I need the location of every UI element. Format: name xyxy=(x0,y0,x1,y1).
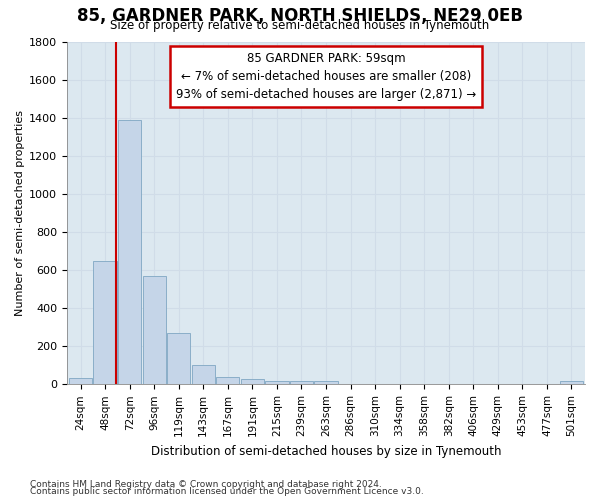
X-axis label: Distribution of semi-detached houses by size in Tynemouth: Distribution of semi-detached houses by … xyxy=(151,444,501,458)
Bar xyxy=(314,380,338,384)
Text: 85, GARDNER PARK, NORTH SHIELDS, NE29 0EB: 85, GARDNER PARK, NORTH SHIELDS, NE29 0E… xyxy=(77,8,523,26)
Text: 85 GARDNER PARK: 59sqm
← 7% of semi-detached houses are smaller (208)
93% of sem: 85 GARDNER PARK: 59sqm ← 7% of semi-deta… xyxy=(176,52,476,101)
Bar xyxy=(69,378,92,384)
Text: Contains HM Land Registry data © Crown copyright and database right 2024.: Contains HM Land Registry data © Crown c… xyxy=(30,480,382,489)
Bar xyxy=(265,380,289,384)
Bar xyxy=(191,366,215,384)
Bar xyxy=(560,380,583,384)
Bar xyxy=(241,378,264,384)
Y-axis label: Number of semi-detached properties: Number of semi-detached properties xyxy=(15,110,25,316)
Text: Size of property relative to semi-detached houses in Tynemouth: Size of property relative to semi-detach… xyxy=(110,18,490,32)
Bar xyxy=(118,120,141,384)
Bar xyxy=(94,260,117,384)
Bar xyxy=(216,376,239,384)
Text: Contains public sector information licensed under the Open Government Licence v3: Contains public sector information licen… xyxy=(30,488,424,496)
Bar xyxy=(143,276,166,384)
Bar xyxy=(290,380,313,384)
Bar xyxy=(167,333,190,384)
